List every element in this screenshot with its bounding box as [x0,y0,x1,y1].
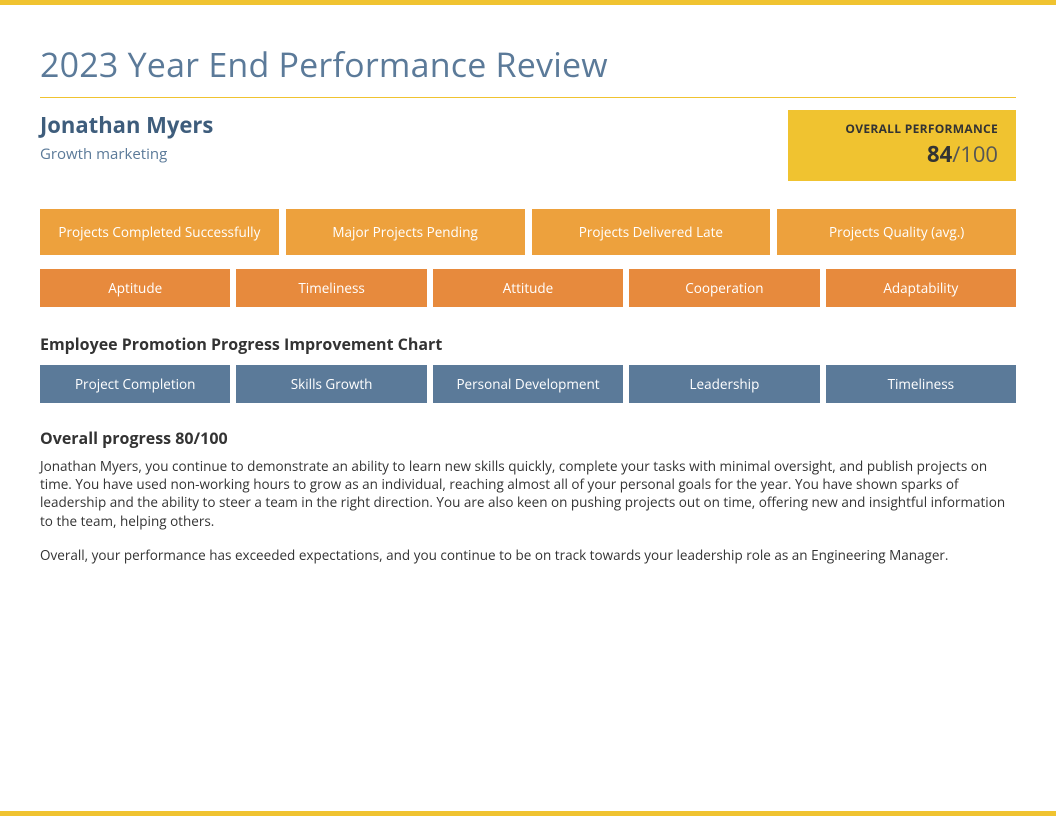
trait-card-label: Adaptability [826,269,1016,307]
promotion-card-label: Project Completion [40,365,230,403]
promotion-card-label: Leadership [629,365,819,403]
overall-score-value: 84 [927,139,952,169]
promotion-card: Project Completion [40,365,230,403]
promotion-section-title: Employee Promotion Progress Improvement … [40,333,1016,355]
content-wrap: 2023 Year End Performance Review Jonatha… [0,5,1056,600]
project-card-label: Major Projects Pending [286,209,525,255]
trait-card-label: Aptitude [40,269,230,307]
trait-card: Aptitude [40,269,230,307]
employee-block: Jonathan Myers Growth marketing [40,110,213,164]
trait-cards-row: Aptitude Timeliness Attitude Cooperation… [40,269,1016,307]
summary-paragraph-2: Overall, your performance has exceeded e… [40,546,1016,564]
promotion-card: Skills Growth [236,365,426,403]
summary-heading: Overall progress 80/100 [40,427,1016,449]
trait-card: Cooperation [629,269,819,307]
trait-card-label: Attitude [433,269,623,307]
overall-performance-box: OVERALL PERFORMANCE 84/100 [788,110,1016,181]
trait-card-label: Cooperation [629,269,819,307]
employee-department: Growth marketing [40,144,213,164]
overall-performance-label: OVERALL PERFORMANCE [806,120,998,137]
promotion-cards-row: Project Completion Skills Growth Persona… [40,365,1016,403]
promotion-card: Leadership [629,365,819,403]
project-card: Projects Delivered Late [532,209,771,255]
header-row: Jonathan Myers Growth marketing OVERALL … [40,110,1016,181]
bottom-accent-bar [0,811,1056,816]
overall-score-max: /100 [952,139,998,169]
promotion-card-label: Timeliness [826,365,1016,403]
summary-paragraph-1: Jonathan Myers, you continue to demonstr… [40,457,1016,530]
overall-performance-score: 84/100 [806,139,998,169]
project-card: Major Projects Pending [286,209,525,255]
page-title: 2023 Year End Performance Review [40,41,1016,87]
promotion-card: Timeliness [826,365,1016,403]
project-card-label: Projects Delivered Late [532,209,771,255]
project-card-label: Projects Quality (avg.) [777,209,1016,255]
trait-card: Timeliness [236,269,426,307]
promotion-card-label: Personal Development [433,365,623,403]
trait-card-label: Timeliness [236,269,426,307]
promotion-card: Personal Development [433,365,623,403]
project-cards-row: Projects Completed Successfully Major Pr… [40,209,1016,255]
project-card-label: Projects Completed Successfully [40,209,279,255]
promotion-card-label: Skills Growth [236,365,426,403]
page-root: 2023 Year End Performance Review Jonatha… [0,0,1056,816]
employee-name: Jonathan Myers [40,110,213,140]
title-rule [40,97,1016,98]
project-card: Projects Quality (avg.) [777,209,1016,255]
project-card: Projects Completed Successfully [40,209,279,255]
trait-card: Adaptability [826,269,1016,307]
trait-card: Attitude [433,269,623,307]
